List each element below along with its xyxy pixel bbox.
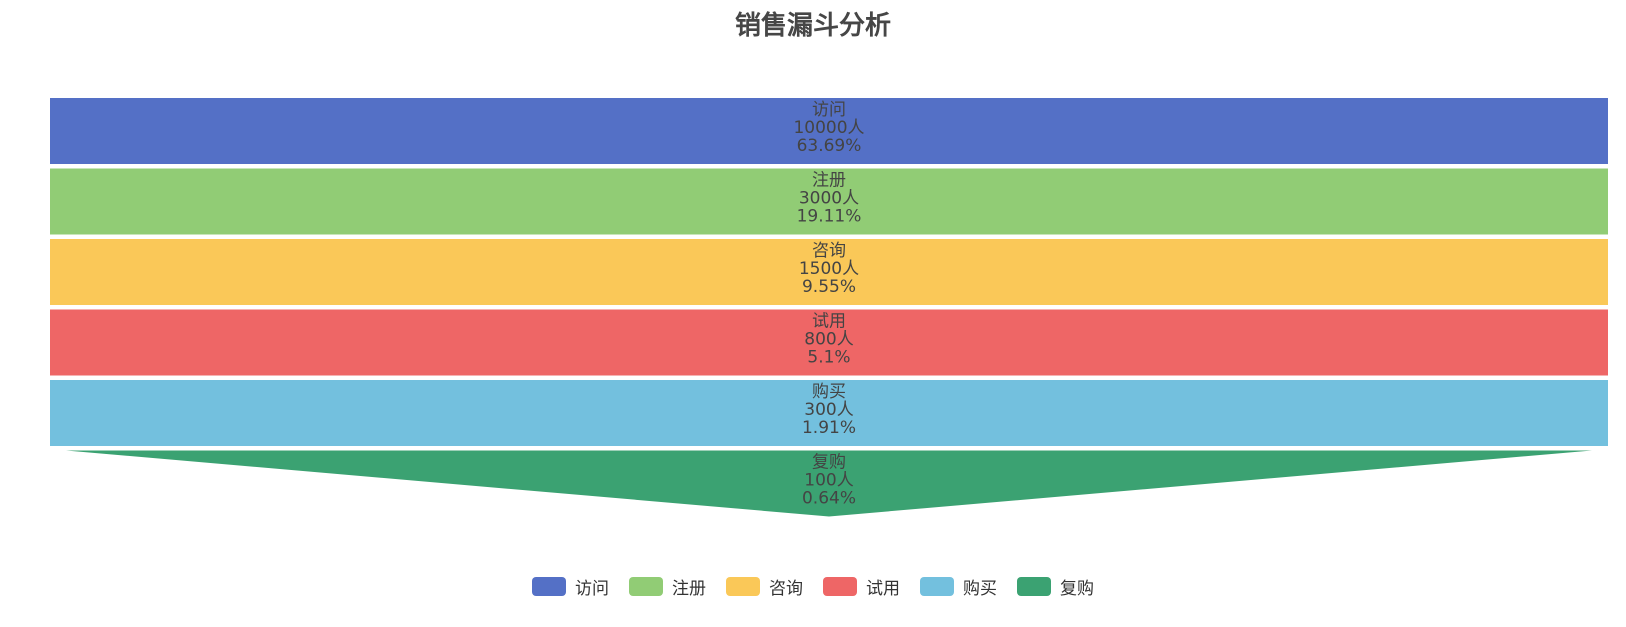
legend-item-2[interactable]: 注册 xyxy=(629,574,706,599)
legend-swatch xyxy=(532,577,566,596)
funnel-band-3[interactable] xyxy=(50,239,1608,305)
stage-value-label: 10000人 xyxy=(793,118,864,138)
stage-name-label: 复购 xyxy=(812,453,846,473)
legend-item-1[interactable]: 访问 xyxy=(532,574,609,599)
legend-swatch xyxy=(920,577,954,596)
stage-value-label: 800人 xyxy=(804,330,853,350)
legend-item-3[interactable]: 咨询 xyxy=(726,574,803,599)
stage-value-label: 300人 xyxy=(804,400,853,420)
stage-name-label: 访问 xyxy=(812,100,846,120)
legend-swatch xyxy=(823,577,857,596)
stage-value-label: 3000人 xyxy=(799,189,859,209)
legend-swatch xyxy=(629,577,663,596)
stage-percent-label: 9.55% xyxy=(802,277,856,297)
legend-label: 咨询 xyxy=(769,579,803,599)
funnel-band-6[interactable] xyxy=(66,450,1592,517)
stage-name-label: 注册 xyxy=(812,171,846,191)
legend-label: 访问 xyxy=(575,579,609,599)
legend-swatch xyxy=(726,577,760,596)
stage-value-label: 100人 xyxy=(804,471,853,491)
legend: 访问 注册 咨询 试用 购买 复购 xyxy=(0,574,1626,599)
legend-swatch xyxy=(1017,577,1051,596)
stage-percent-label: 1.91% xyxy=(802,418,856,438)
stage-percent-label: 19.11% xyxy=(797,207,862,227)
stage-name-label: 试用 xyxy=(812,312,846,332)
funnel-band-2[interactable] xyxy=(50,168,1608,235)
legend-item-4[interactable]: 试用 xyxy=(823,574,900,599)
chart-title: 销售漏斗分析 xyxy=(734,11,891,41)
stage-percent-label: 63.69% xyxy=(797,136,862,156)
stage-value-label: 1500人 xyxy=(799,259,859,279)
funnel-band-4[interactable] xyxy=(50,309,1608,376)
stage-percent-label: 0.64% xyxy=(802,489,856,509)
legend-label: 复购 xyxy=(1060,579,1094,599)
legend-label: 购买 xyxy=(963,579,997,599)
stage-name-label: 购买 xyxy=(812,382,846,402)
legend-label: 注册 xyxy=(672,579,706,599)
legend-label: 试用 xyxy=(866,579,900,599)
stage-name-label: 咨询 xyxy=(812,241,846,261)
legend-item-5[interactable]: 购买 xyxy=(920,574,997,599)
legend-item-6[interactable]: 复购 xyxy=(1017,574,1094,599)
funnel-band-5[interactable] xyxy=(50,380,1608,446)
stage-percent-label: 5.1% xyxy=(807,348,850,368)
funnel-band-1[interactable] xyxy=(50,98,1608,164)
